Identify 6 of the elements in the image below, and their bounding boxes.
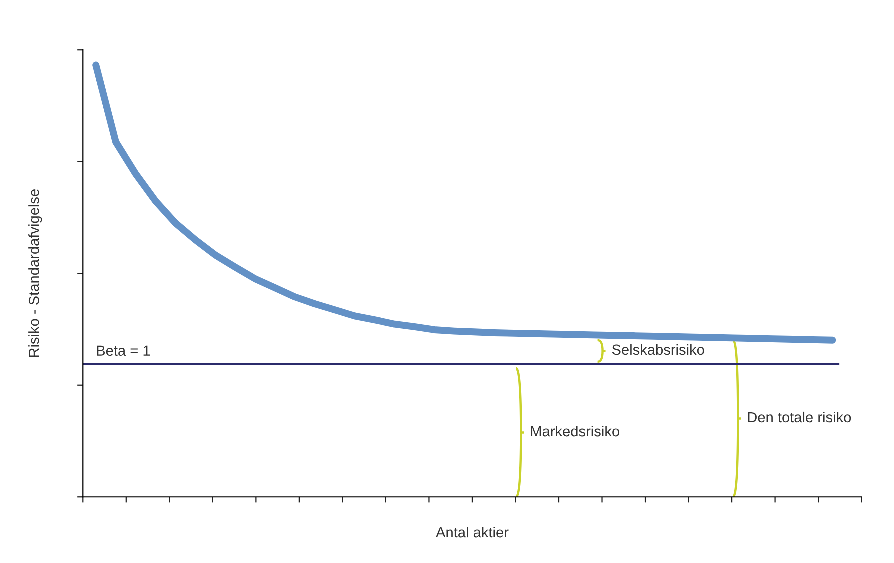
y-axis-title: Risiko - Standardafvigelse: [28, 190, 42, 358]
annotation: Selskabsrisiko: [612, 344, 704, 356]
annotation: Den totale risiko: [748, 412, 852, 423]
annotation: Beta = 1: [97, 346, 150, 356]
annotation: Markedsrisiko: [531, 426, 620, 437]
x-axis-title: Antal aktier: [436, 526, 509, 538]
